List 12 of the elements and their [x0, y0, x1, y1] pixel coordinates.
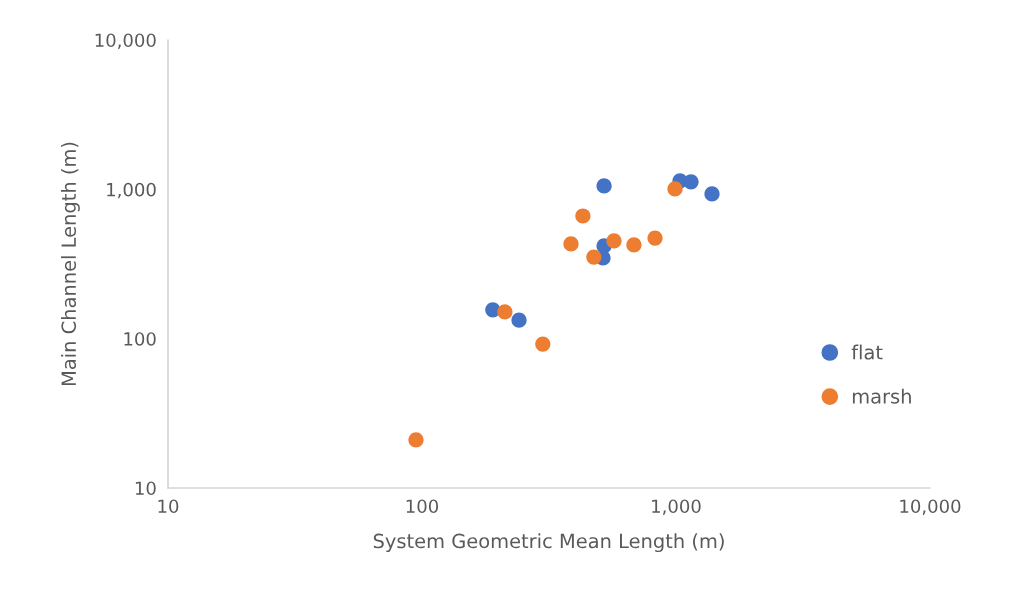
x-tick-label: 100: [406, 499, 439, 514]
x-tick-label: 1,000: [652, 499, 701, 515]
x-tick-label: 10: [158, 499, 179, 514]
y-tick-label: 1,000: [107, 182, 156, 199]
y-axis-title: Main Channel Length (m): [61, 142, 80, 386]
y-tick-label: 10,000: [95, 33, 156, 49]
x-tick-label: 10,000: [900, 499, 961, 515]
x-axis-title: System Geometric Mean Length (m): [373, 533, 724, 553]
legend-label: flat: [851, 344, 883, 360]
y-tick-label: 10: [135, 481, 156, 496]
y-tick-label: 100: [124, 332, 156, 346]
legend-label: marsh: [852, 388, 911, 404]
